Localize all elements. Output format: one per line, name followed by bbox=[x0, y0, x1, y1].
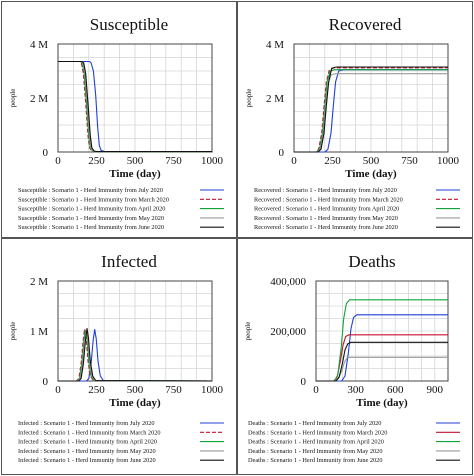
recovered-y-tick-label: 2 M bbox=[266, 93, 284, 105]
deaths-series-line-april bbox=[316, 299, 448, 382]
recovered-title: Recovered bbox=[329, 15, 402, 34]
deaths-y-tick-label: 200,000 bbox=[270, 326, 306, 338]
deaths-legend-label: Deaths : Scenario 1 - Herd Immunity from… bbox=[248, 457, 382, 464]
susceptible-x-axis-label: Time (day) bbox=[109, 168, 161, 180]
infected-legend-label: Infected : Scenario 1 - Herd Immunity fr… bbox=[18, 439, 157, 446]
susceptible-x-tick-label: 750 bbox=[165, 155, 182, 167]
deaths-title: Deaths bbox=[348, 252, 395, 271]
recovered-chart: Recovered 0 2 M 4 M 0 250 500 750 1000 Time (day)… bbox=[245, 15, 460, 231]
infected-series-line-june bbox=[58, 327, 213, 382]
deaths-x-tick-label: 300 bbox=[347, 384, 364, 396]
deaths-x-tick-label: 0 bbox=[313, 384, 319, 396]
deaths-legend-label: Deaths : Scenario 1 - Herd Immunity from… bbox=[248, 448, 382, 455]
recovered-legend-label: Recovered : Scenario 1 - Herd Immunity f… bbox=[254, 187, 397, 194]
infected-legend-label: Infected : Scenario 1 - Herd Immunity fr… bbox=[18, 448, 156, 455]
infected-title: Infected bbox=[101, 252, 157, 271]
infected-legend-label: Infected : Scenario 1 - Herd Immunity fr… bbox=[18, 429, 161, 436]
susceptible-series-line-june bbox=[58, 60, 212, 153]
deaths-y-tick-label: 0 bbox=[301, 376, 307, 388]
susceptible-chart: Susceptible 0 2 M 4 M 0 250 500 750 1000 Time (da… bbox=[9, 15, 224, 231]
infected-series-line-july bbox=[58, 328, 213, 382]
infected-legend-label: Infected : Scenario 1 - Herd Immunity fr… bbox=[18, 457, 156, 464]
deaths-x-tick-label: 900 bbox=[427, 384, 444, 396]
infected-y-tick-label: 2 M bbox=[30, 276, 48, 288]
deaths-series-line-july bbox=[316, 314, 448, 382]
deaths-chart: Deaths 0 200,000 400,000 0 300 600 900 Time (day… bbox=[244, 252, 460, 464]
recovered-x-tick-label: 250 bbox=[324, 155, 341, 167]
deaths-x-axis-label: Time (day) bbox=[356, 397, 408, 409]
susceptible-y-axis-label: people bbox=[9, 89, 17, 108]
recovered-x-axis-label: Time (day) bbox=[345, 168, 397, 180]
infected-x-tick-label: 500 bbox=[127, 384, 144, 396]
recovered-x-tick-label: 750 bbox=[401, 155, 418, 167]
recovered-x-tick-label: 0 bbox=[291, 155, 297, 167]
deaths-legend-label: Deaths : Scenario 1 - Herd Immunity from… bbox=[248, 439, 384, 446]
susceptible-legend-label: Susceptible : Scenario 1 - Herd Immunity… bbox=[18, 196, 169, 203]
infected-chart: Infected 0 1 M 2 M 0 250 500 750 1000 Time (day) p… bbox=[9, 252, 224, 464]
recovered-legend-label: Recovered : Scenario 1 - Herd Immunity f… bbox=[254, 224, 398, 231]
recovered-legend-label: Recovered : Scenario 1 - Herd Immunity f… bbox=[254, 206, 399, 213]
susceptible-legend-label: Susceptible : Scenario 1 - Herd Immunity… bbox=[18, 215, 164, 222]
panel-recovered: Recovered 0 2 M 4 M 0 250 500 750 1000 Time (day)… bbox=[237, 1, 473, 238]
infected-y-tick-label: 0 bbox=[43, 376, 49, 388]
susceptible-y-tick-label: 2 M bbox=[30, 93, 48, 105]
deaths-y-tick-label: 400,000 bbox=[270, 276, 306, 288]
recovered-y-axis-label: people bbox=[245, 89, 253, 108]
infected-x-tick-label: 1000 bbox=[201, 384, 224, 396]
infected-y-tick-label: 1 M bbox=[30, 326, 48, 338]
deaths-series-line-june bbox=[316, 341, 448, 382]
susceptible-y-tick-label: 4 M bbox=[30, 39, 48, 51]
panel-susceptible: Susceptible 0 2 M 4 M 0 250 500 750 1000 Time (da… bbox=[1, 1, 237, 238]
susceptible-x-tick-label: 1000 bbox=[201, 155, 224, 167]
infected-x-tick-label: 750 bbox=[165, 384, 182, 396]
panel-infected: Infected 0 1 M 2 M 0 250 500 750 1000 Time (day) p… bbox=[1, 238, 237, 475]
infected-legend-label: Infected : Scenario 1 - Herd Immunity fr… bbox=[18, 420, 155, 427]
recovered-legend-label: Recovered : Scenario 1 - Herd Immunity f… bbox=[254, 215, 398, 222]
susceptible-y-tick-label: 0 bbox=[43, 147, 49, 159]
infected-series-line-march bbox=[58, 328, 213, 382]
susceptible-x-tick-label: 500 bbox=[127, 155, 144, 167]
infected-y-axis-label: people bbox=[9, 322, 17, 341]
recovered-x-tick-label: 1000 bbox=[437, 155, 460, 167]
susceptible-series-line-july bbox=[58, 60, 212, 153]
recovered-series-line-june bbox=[294, 66, 448, 153]
deaths-y-axis-label: people bbox=[244, 322, 252, 341]
infected-x-axis-label: Time (day) bbox=[109, 397, 161, 409]
susceptible-x-tick-label: 250 bbox=[88, 155, 105, 167]
recovered-y-tick-label: 0 bbox=[279, 147, 285, 159]
deaths-plot-frame bbox=[315, 280, 449, 382]
susceptible-title: Susceptible bbox=[90, 15, 168, 34]
susceptible-legend-label: Susceptible : Scenario 1 - Herd Immunity… bbox=[18, 187, 163, 194]
recovered-x-tick-label: 500 bbox=[363, 155, 380, 167]
susceptible-legend-label: Susceptible : Scenario 1 - Herd Immunity… bbox=[18, 206, 165, 213]
deaths-x-tick-label: 600 bbox=[387, 384, 404, 396]
deaths-legend-label: Deaths : Scenario 1 - Herd Immunity from… bbox=[248, 429, 387, 436]
recovered-y-tick-label: 4 M bbox=[266, 39, 284, 51]
deaths-legend-label: Deaths : Scenario 1 - Herd Immunity from… bbox=[248, 420, 381, 427]
susceptible-legend-label: Susceptible : Scenario 1 - Herd Immunity… bbox=[18, 224, 164, 231]
recovered-legend-label: Recovered : Scenario 1 - Herd Immunity f… bbox=[254, 196, 403, 203]
panel-deaths: Deaths 0 200,000 400,000 0 300 600 900 Time (day… bbox=[237, 238, 473, 475]
susceptible-x-tick-label: 0 bbox=[55, 155, 61, 167]
recovered-plot-frame bbox=[293, 43, 449, 153]
infected-x-tick-label: 0 bbox=[55, 384, 61, 396]
infected-x-tick-label: 250 bbox=[88, 384, 105, 396]
